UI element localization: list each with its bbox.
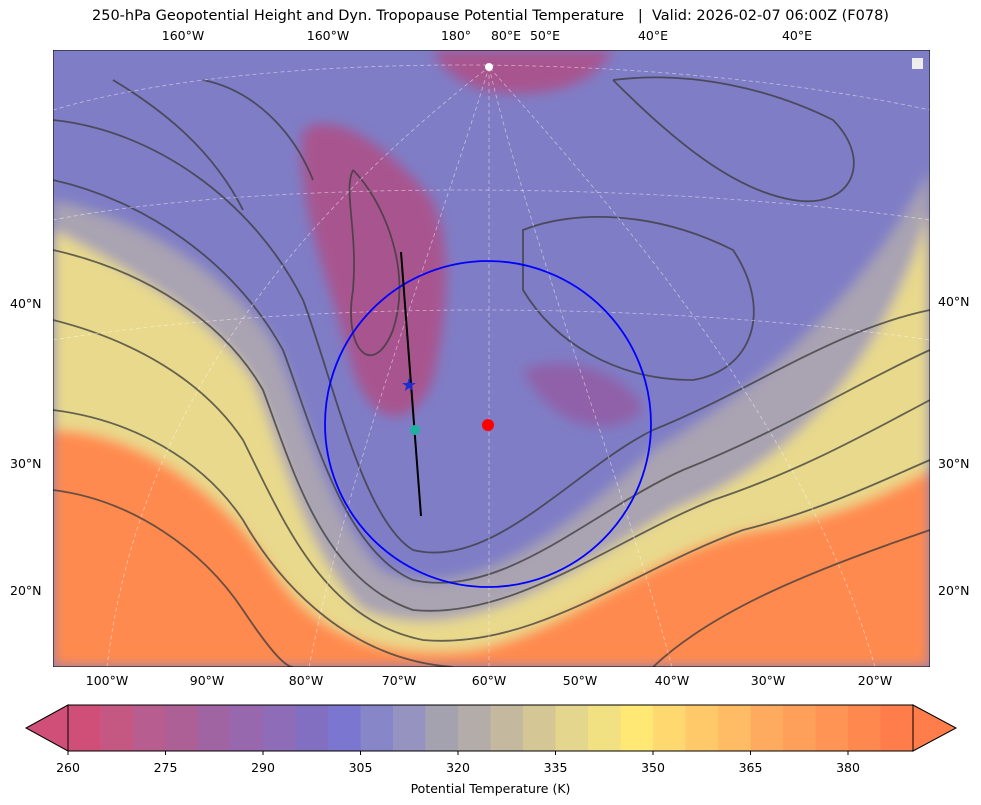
colorbar-bin bbox=[165, 705, 199, 751]
colorbar-bin bbox=[328, 705, 361, 751]
colorbar-bin bbox=[718, 705, 751, 751]
colorbar-bin bbox=[133, 705, 166, 751]
bottom-lon-label: 40°W bbox=[654, 673, 690, 688]
colorbar-bin bbox=[360, 705, 394, 751]
legend-box bbox=[912, 58, 923, 69]
colorbar-bin bbox=[100, 705, 134, 751]
colorbar-tick: 260 bbox=[56, 760, 80, 775]
bottom-lon-label: 50°W bbox=[562, 673, 598, 688]
cross-section-line[interactable] bbox=[400, 251, 422, 517]
colorbar-bin bbox=[848, 705, 881, 751]
colorbar-tick: 350 bbox=[641, 760, 665, 775]
analysis-radius-circle bbox=[324, 260, 652, 588]
ridge-low-theta bbox=[523, 363, 643, 427]
colorbar-bin bbox=[425, 705, 459, 751]
bottom-lon-label: 60°W bbox=[471, 673, 507, 688]
colorbar-tick: 305 bbox=[348, 760, 373, 775]
colorbar-bin bbox=[588, 705, 621, 751]
star-marker-icon: ★ bbox=[401, 375, 417, 396]
colorbar-bin bbox=[880, 705, 914, 751]
colorbar-frame bbox=[67, 704, 914, 752]
pole-marker bbox=[485, 63, 493, 71]
graticule bbox=[53, 64, 930, 667]
right-lat-label: 20°N bbox=[938, 583, 970, 598]
colorbar-bin bbox=[458, 705, 491, 751]
colorbar-bin bbox=[685, 705, 719, 751]
top-lon-label: 160°W bbox=[161, 28, 205, 43]
teal-point-marker bbox=[410, 425, 420, 435]
colorbar-tick: 380 bbox=[836, 760, 860, 775]
bottom-lon-label: 80°W bbox=[288, 673, 324, 688]
colorbar-label: Potential Temperature (K) bbox=[410, 781, 571, 796]
bottom-lon-label: 100°W bbox=[85, 673, 129, 688]
top-lon-label: 80°E bbox=[490, 28, 522, 43]
colorbar-tick: 365 bbox=[738, 760, 763, 775]
left-lat-label: 30°N bbox=[10, 456, 42, 471]
left-lat-label: 20°N bbox=[10, 583, 42, 598]
map-panel: ★ bbox=[53, 50, 930, 667]
center-point-marker bbox=[482, 419, 494, 431]
colorbar-bin bbox=[490, 705, 524, 751]
colorbar-bin bbox=[815, 705, 849, 751]
colorbar-bin bbox=[295, 705, 329, 751]
colorbar-tick: 275 bbox=[153, 760, 178, 775]
colorbar-bin bbox=[555, 705, 589, 751]
colorbar-extend-high bbox=[912, 704, 958, 752]
colorbar-tick: 320 bbox=[446, 760, 470, 775]
left-lat-label: 40°N bbox=[10, 296, 42, 311]
trough-low-theta bbox=[301, 123, 447, 417]
right-lat-label: 40°N bbox=[938, 294, 970, 309]
colorbar-tick: 290 bbox=[251, 760, 275, 775]
colorbar-tick: 335 bbox=[543, 760, 568, 775]
colorbar-bin bbox=[230, 705, 264, 751]
colorbar-bin bbox=[68, 705, 101, 751]
colorbar-bin bbox=[523, 705, 556, 751]
colorbar-extend-low bbox=[24, 704, 69, 752]
colorbar bbox=[24, 704, 958, 755]
top-lon-label: 40°E bbox=[781, 28, 813, 43]
colorbar-bin bbox=[198, 705, 231, 751]
top-lon-label: 50°E bbox=[529, 28, 561, 43]
top-lon-label: 40°E bbox=[637, 28, 669, 43]
bottom-lon-label: 90°W bbox=[189, 673, 225, 688]
polar-low-theta bbox=[433, 50, 613, 94]
colorbar-bin bbox=[620, 705, 654, 751]
chart-title: 250-hPa Geopotential Height and Dyn. Tro… bbox=[92, 8, 889, 24]
colorbar-bin bbox=[783, 705, 816, 751]
colorbar-bin bbox=[263, 705, 296, 751]
colorbar-bin bbox=[653, 705, 686, 751]
top-lon-label: 160°W bbox=[306, 28, 350, 43]
colorbar-bin bbox=[393, 705, 426, 751]
right-lat-label: 30°N bbox=[938, 456, 970, 471]
hot-theta-region bbox=[53, 430, 930, 667]
colorbar-bin bbox=[750, 705, 784, 751]
top-lon-label: 180° bbox=[440, 28, 472, 43]
bottom-lon-label: 70°W bbox=[381, 673, 417, 688]
bottom-lon-label: 20°W bbox=[857, 673, 893, 688]
bottom-lon-label: 30°W bbox=[750, 673, 786, 688]
